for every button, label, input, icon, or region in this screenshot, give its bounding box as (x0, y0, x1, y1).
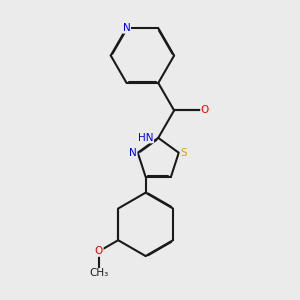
Text: N: N (123, 23, 130, 33)
Text: O: O (95, 246, 103, 256)
Text: HN: HN (138, 133, 154, 143)
Text: N: N (129, 148, 137, 158)
Text: CH₃: CH₃ (89, 268, 109, 278)
Text: S: S (180, 148, 187, 158)
Text: O: O (201, 105, 209, 116)
